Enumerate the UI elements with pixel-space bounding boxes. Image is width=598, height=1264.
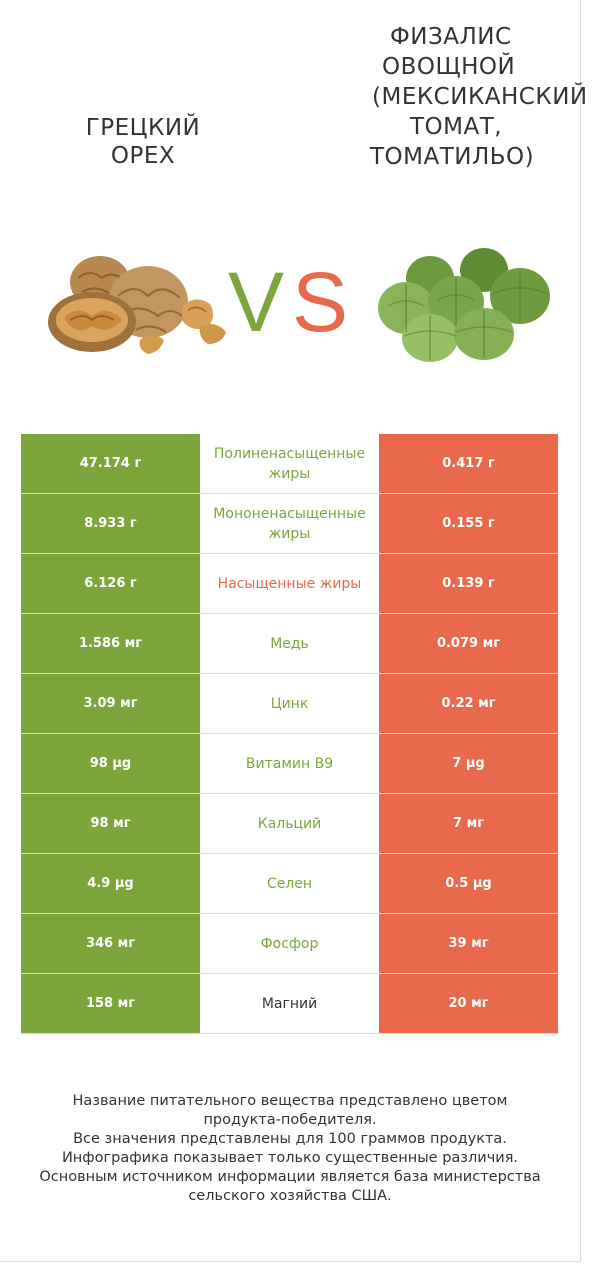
right-title-line-3: (МЕКСИКАНСКИЙ	[372, 84, 588, 110]
row-divider	[21, 613, 558, 614]
right-value-cell: 0.079 мг	[379, 614, 558, 673]
versus-mark: V S	[228, 255, 358, 349]
row-divider	[21, 853, 558, 854]
left-value-cell: 98 мг	[21, 794, 200, 853]
footer-line-6: сельского хозяйства США.	[188, 1188, 392, 1204]
nutrient-name-cell: Фосфор	[200, 914, 379, 973]
nutrient-name-cell: Полиненасыщенные жиры	[200, 434, 379, 493]
left-value-cell: 98 µg	[21, 734, 200, 793]
footer-line-1: Название питательного вещества представл…	[72, 1093, 508, 1109]
walnut-kernel-pieces	[139, 299, 226, 354]
table-row: 6.126 г Насыщенные жиры 0.139 г	[21, 554, 558, 614]
right-title-line-1: ФИЗАЛИС	[390, 24, 512, 50]
nutrient-name-cell: Мононенасыщенные жиры	[200, 494, 379, 553]
right-product-title: ФИЗАЛИС ОВОЩНОЙ (МЕКСИКАНСКИЙ ТОМАТ, ТОМАТИЛ…	[360, 22, 598, 172]
left-value-cell: 1.586 мг	[21, 614, 200, 673]
left-title-line-2: ОРЕХ	[110, 143, 176, 169]
table-row: 4.9 µg Селен 0.5 µg	[21, 854, 558, 914]
versus-s-letter: S	[292, 255, 349, 349]
right-value-cell: 0.417 г	[379, 434, 558, 493]
footer-notes: Название питательного вещества представл…	[20, 1092, 560, 1206]
footer-line-3: Все значения представлены для 100 граммо…	[73, 1131, 507, 1147]
left-value-cell: 158 мг	[21, 974, 200, 1033]
tomatillo-image	[378, 248, 550, 362]
walnut-image	[48, 256, 226, 354]
nutrient-name-cell: Цинк	[200, 674, 379, 733]
nutrient-name-cell: Кальций	[200, 794, 379, 853]
left-value-cell: 47.174 г	[21, 434, 200, 493]
left-value-cell: 8.933 г	[21, 494, 200, 553]
footer-line-2: продукта-победителя.	[203, 1112, 377, 1128]
table-row: 98 мг Кальций 7 мг	[21, 794, 558, 854]
row-divider	[21, 1033, 558, 1034]
table-row: 47.174 г Полиненасыщенные жиры 0.417 г	[21, 434, 558, 494]
table-row: 98 µg Витамин B9 7 µg	[21, 734, 558, 794]
row-divider	[21, 913, 558, 914]
left-title-line-1: ГРЕЦКИЙ	[85, 115, 201, 141]
row-divider	[21, 733, 558, 734]
left-value-cell: 6.126 г	[21, 554, 200, 613]
table-row: 8.933 г Мононенасыщенные жиры 0.155 г	[21, 494, 558, 554]
row-divider	[21, 553, 558, 554]
table-row: 3.09 мг Цинк 0.22 мг	[21, 674, 558, 734]
right-value-cell: 0.155 г	[379, 494, 558, 553]
nutrient-comparison-table: 47.174 г Полиненасыщенные жиры 0.417 г 8.93…	[21, 434, 558, 1034]
table-row: 158 мг Магний 20 мг	[21, 974, 558, 1034]
right-title-line-5: ТОМАТИЛЬО)	[370, 144, 535, 170]
left-value-cell: 4.9 µg	[21, 854, 200, 913]
right-value-cell: 0.5 µg	[379, 854, 558, 913]
right-title-line-2: ОВОЩНОЙ	[382, 54, 516, 80]
table-row: 1.586 мг Медь 0.079 мг	[21, 614, 558, 674]
infographic-frame	[0, 0, 581, 1262]
row-divider	[21, 973, 558, 974]
table-row: 346 мг Фосфор 39 мг	[21, 914, 558, 974]
left-value-cell: 346 мг	[21, 914, 200, 973]
row-divider	[21, 673, 558, 674]
right-value-cell: 7 мг	[379, 794, 558, 853]
right-value-cell: 0.22 мг	[379, 674, 558, 733]
nutrient-name-cell: Витамин B9	[200, 734, 379, 793]
nutrient-name-cell: Селен	[200, 854, 379, 913]
walnut-half-open	[48, 292, 136, 352]
versus-v-letter: V	[228, 255, 285, 349]
left-product-title: ГРЕЦКИЙ ОРЕХ	[18, 114, 268, 170]
nutrient-name-cell: Насыщенные жиры	[200, 554, 379, 613]
footer-line-5: Основным источником информации является …	[39, 1169, 541, 1185]
right-value-cell: 20 мг	[379, 974, 558, 1033]
tomatillo-fruits	[378, 248, 550, 362]
right-value-cell: 7 µg	[379, 734, 558, 793]
right-title-line-4: ТОМАТ,	[410, 114, 503, 140]
nutrient-name-cell: Медь	[200, 614, 379, 673]
right-value-cell: 0.139 г	[379, 554, 558, 613]
nutrient-name-cell: Магний	[200, 974, 379, 1033]
row-divider	[21, 793, 558, 794]
left-value-cell: 3.09 мг	[21, 674, 200, 733]
row-divider	[21, 493, 558, 494]
footer-line-4: Инфографика показывает только существенн…	[61, 1150, 519, 1166]
right-value-cell: 39 мг	[379, 914, 558, 973]
